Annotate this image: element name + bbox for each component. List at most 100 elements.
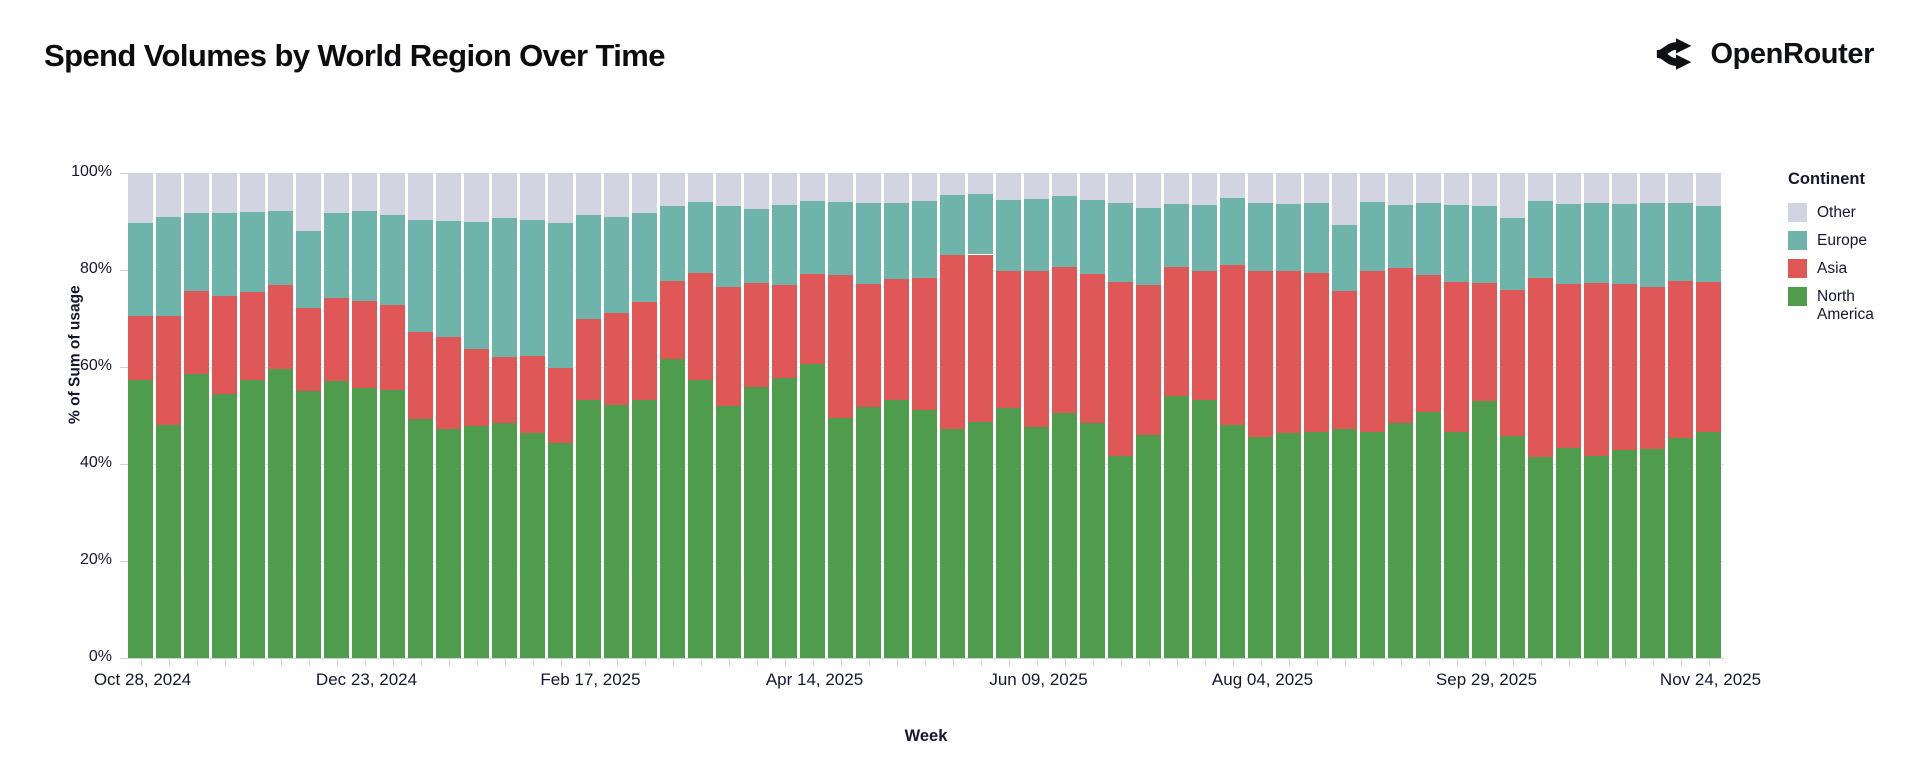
week-bar[interactable] [1444, 173, 1469, 658]
week-bar[interactable] [576, 173, 601, 658]
week-bar[interactable] [1248, 173, 1273, 658]
bar-segment-other[interactable] [184, 173, 209, 214]
bar-segment-asia[interactable] [1556, 284, 1581, 449]
week-bar[interactable] [212, 173, 237, 658]
bar-segment-other[interactable] [688, 173, 713, 202]
bar-segment-north-america[interactable] [1080, 423, 1105, 658]
bar-segment-north-america[interactable] [184, 374, 209, 658]
week-bar[interactable] [1556, 173, 1581, 658]
bar-segment-north-america[interactable] [772, 377, 797, 658]
bar-segment-north-america[interactable] [912, 409, 937, 658]
bar-segment-asia[interactable] [240, 291, 265, 380]
week-bar[interactable] [1276, 173, 1301, 658]
bar-segment-north-america[interactable] [492, 423, 517, 658]
week-bar[interactable] [408, 173, 433, 658]
bar-segment-europe[interactable] [1416, 202, 1441, 275]
bar-segment-asia[interactable] [1388, 267, 1413, 424]
bar-segment-other[interactable] [324, 173, 349, 213]
week-bar[interactable] [352, 173, 377, 658]
bar-segment-europe[interactable] [464, 221, 489, 350]
bar-segment-europe[interactable] [492, 218, 517, 358]
week-bar[interactable] [1416, 173, 1441, 658]
bar-segment-north-america[interactable] [1332, 428, 1357, 658]
bar-segment-north-america[interactable] [1584, 455, 1609, 658]
week-bar[interactable] [996, 173, 1021, 658]
bar-segment-asia[interactable] [688, 272, 713, 381]
bar-segment-other[interactable] [632, 173, 657, 213]
bar-segment-other[interactable] [1304, 173, 1329, 204]
week-bar[interactable] [240, 173, 265, 658]
week-bar[interactable] [604, 173, 629, 658]
bar-segment-asia[interactable] [1164, 267, 1189, 397]
bar-segment-europe[interactable] [1276, 204, 1301, 272]
bar-segment-asia[interactable] [1276, 271, 1301, 433]
week-bar[interactable] [184, 173, 209, 658]
bar-segment-asia[interactable] [604, 312, 629, 405]
week-bar[interactable] [800, 173, 825, 658]
bar-segment-north-america[interactable] [716, 406, 741, 658]
bar-segment-north-america[interactable] [324, 380, 349, 658]
bar-segment-north-america[interactable] [1388, 423, 1413, 658]
bar-segment-north-america[interactable] [1556, 448, 1581, 658]
week-bar[interactable] [744, 173, 769, 658]
bar-segment-other[interactable] [772, 173, 797, 205]
bar-segment-asia[interactable] [856, 284, 881, 408]
bar-segment-asia[interactable] [268, 284, 293, 370]
week-bar[interactable] [1304, 173, 1329, 658]
bar-segment-europe[interactable] [1332, 224, 1357, 292]
week-bar[interactable] [1332, 173, 1357, 658]
week-bar[interactable] [1360, 173, 1385, 658]
bar-segment-north-america[interactable] [744, 387, 769, 658]
bar-segment-asia[interactable] [1024, 270, 1049, 427]
bar-segment-other[interactable] [1248, 173, 1273, 204]
bar-segment-asia[interactable] [1248, 270, 1273, 438]
bar-segment-asia[interactable] [772, 284, 797, 378]
bar-segment-asia[interactable] [1444, 282, 1469, 433]
bar-segment-europe[interactable] [1640, 203, 1665, 288]
bar-segment-asia[interactable] [576, 318, 601, 400]
week-bar[interactable] [492, 173, 517, 658]
bar-segment-other[interactable] [1276, 173, 1301, 205]
bar-segment-other[interactable] [1528, 173, 1553, 201]
bar-segment-europe[interactable] [1108, 202, 1133, 283]
bar-segment-europe[interactable] [856, 203, 881, 285]
bar-segment-north-america[interactable] [884, 399, 909, 658]
bar-segment-north-america[interactable] [688, 380, 713, 658]
week-bar[interactable] [1696, 173, 1721, 658]
bar-segment-asia[interactable] [1696, 282, 1721, 433]
bar-segment-asia[interactable] [968, 254, 993, 422]
bar-segment-europe[interactable] [1220, 198, 1245, 265]
bar-segment-other[interactable] [492, 173, 517, 219]
bar-segment-other[interactable] [1332, 173, 1357, 225]
bar-segment-other[interactable] [520, 173, 545, 221]
bar-segment-north-america[interactable] [1528, 456, 1553, 658]
bar-segment-north-america[interactable] [576, 399, 601, 658]
bar-segment-other[interactable] [744, 173, 769, 209]
bar-segment-north-america[interactable] [1108, 455, 1133, 658]
bar-segment-other[interactable] [660, 173, 685, 206]
bar-segment-europe[interactable] [128, 223, 153, 317]
bar-segment-europe[interactable] [1668, 203, 1693, 282]
bar-segment-asia[interactable] [828, 275, 853, 419]
week-bar[interactable] [296, 173, 321, 658]
legend-item-asia[interactable]: Asia [1788, 259, 1914, 278]
legend-item-north-america[interactable]: North America [1788, 287, 1914, 324]
bar-segment-north-america[interactable] [800, 364, 825, 658]
bar-segment-north-america[interactable] [156, 424, 181, 658]
bar-segment-europe[interactable] [912, 200, 937, 278]
bar-segment-other[interactable] [1668, 173, 1693, 204]
bar-segment-europe[interactable] [744, 208, 769, 284]
bar-segment-other[interactable] [968, 173, 993, 194]
bar-segment-europe[interactable] [1304, 203, 1329, 274]
bar-segment-north-america[interactable] [1304, 432, 1329, 658]
bar-segment-asia[interactable] [1220, 264, 1245, 426]
bar-segment-europe[interactable] [548, 222, 573, 368]
bar-segment-north-america[interactable] [940, 429, 965, 658]
bar-segment-asia[interactable] [1612, 284, 1637, 450]
week-bar[interactable] [1472, 173, 1497, 658]
bar-segment-north-america[interactable] [660, 359, 685, 658]
week-bar[interactable] [128, 173, 153, 658]
week-bar[interactable] [912, 173, 937, 658]
bar-segment-asia[interactable] [212, 296, 237, 395]
bar-segment-other[interactable] [1500, 173, 1525, 219]
